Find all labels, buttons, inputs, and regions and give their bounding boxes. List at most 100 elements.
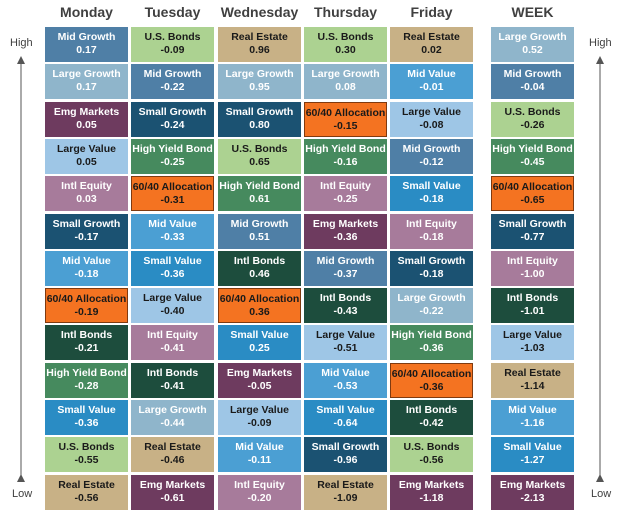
asset-cell: Large Value -0.09 — [218, 400, 301, 435]
asset-cell: Emg Markets -0.05 — [218, 362, 301, 398]
asset-name: Small Value — [316, 404, 375, 416]
asset-cell: Small Growth -0.96 — [304, 437, 387, 473]
asset-name: Small Value — [57, 404, 116, 416]
asset-cell: Intl Bonds -0.41 — [131, 362, 214, 398]
asset-return: -1.01 — [520, 305, 545, 318]
asset-name: Mid Growth — [402, 142, 461, 155]
asset-return: -0.41 — [160, 342, 185, 355]
asset-cell: Large Growth -0.22 — [390, 288, 473, 324]
asset-return: -0.11 — [247, 454, 272, 467]
asset-return: -0.41 — [160, 379, 185, 392]
asset-name: Intl Bonds — [319, 292, 372, 305]
asset-cell: Large Growth 0.95 — [218, 64, 301, 100]
asset-cell: 60/40 Allocation -0.15 — [304, 101, 387, 137]
asset-name: Intl Equity — [147, 329, 198, 342]
asset-cell: Small Value -0.18 — [390, 176, 473, 212]
asset-cell: High Yield Bond -0.28 — [45, 362, 128, 398]
asset-name: Mid Growth — [503, 68, 562, 81]
asset-name: Small Growth — [397, 254, 466, 267]
asset-return: -0.12 — [419, 155, 444, 168]
asset-name: Intl Equity — [234, 478, 285, 491]
asset-cell: Large Value -0.08 — [390, 101, 473, 137]
asset-name: Large Growth — [138, 404, 207, 416]
asset-name: Mid Growth — [143, 68, 202, 81]
asset-return: -0.18 — [419, 230, 444, 243]
asset-name: Mid Value — [407, 68, 456, 81]
asset-return: 0.36 — [249, 306, 270, 319]
asset-return: -0.09 — [247, 417, 272, 429]
asset-cell: Emg Markets -0.36 — [304, 213, 387, 249]
asset-name: 60/40 Allocation — [46, 293, 127, 306]
asset-cell: Small Growth -0.24 — [131, 101, 214, 137]
asset-cell: Intl Equity -0.20 — [218, 474, 301, 510]
asset-name: Real Estate — [403, 31, 460, 43]
asset-return: -0.33 — [160, 230, 185, 243]
asset-cell: Large Growth -0.44 — [131, 400, 214, 435]
high-label: High — [10, 37, 33, 49]
asset-cell: Intl Equity 0.03 — [45, 176, 128, 212]
column-header: Thursday — [313, 4, 377, 20]
asset-cell: Large Growth 0.17 — [45, 64, 128, 100]
asset-return: -0.25 — [160, 155, 185, 168]
asset-name: Emg Markets — [139, 478, 206, 491]
asset-cell: Intl Bonds -1.01 — [491, 288, 574, 324]
asset-cell: Intl Bonds -0.43 — [304, 288, 387, 324]
asset-cell: Emg Markets -1.18 — [390, 474, 473, 510]
asset-return: -0.51 — [333, 342, 358, 355]
asset-cell: Intl Bonds 0.46 — [218, 250, 301, 286]
asset-name: Emg Markets — [499, 478, 566, 491]
asset-name: 60/40 Allocation — [132, 181, 213, 194]
asset-return: 0.46 — [249, 267, 270, 280]
asset-return: -0.20 — [247, 491, 272, 504]
asset-name: High Yield Bond — [391, 329, 472, 342]
asset-name: Small Growth — [225, 105, 294, 118]
asset-cell: High Yield Bond -0.45 — [491, 138, 574, 174]
asset-return: -0.43 — [333, 305, 358, 318]
asset-return: -0.61 — [160, 491, 185, 504]
asset-return: -1.14 — [520, 379, 545, 392]
asset-return: -0.04 — [520, 81, 545, 94]
asset-name: Intl Bonds — [146, 366, 199, 379]
asset-return: -0.28 — [74, 379, 99, 392]
column-header: Monday — [60, 4, 113, 20]
asset-name: Large Growth — [397, 292, 466, 305]
asset-return: -0.17 — [74, 230, 99, 243]
asset-name: Mid Value — [148, 217, 197, 230]
asset-cell: Emg Markets -0.61 — [131, 474, 214, 510]
asset-return: -0.01 — [419, 81, 444, 94]
asset-cell: 60/40 Allocation -0.65 — [491, 176, 574, 212]
asset-name: Large Growth — [498, 31, 567, 43]
asset-return: 0.08 — [335, 81, 356, 94]
asset-return: -0.18 — [74, 267, 99, 280]
asset-name: Emg Markets — [226, 366, 293, 379]
asset-return: -0.96 — [333, 454, 358, 467]
asset-return: -0.08 — [419, 118, 444, 131]
asset-name: High Yield Bond — [132, 142, 213, 155]
asset-name: Emg Markets — [312, 217, 379, 230]
asset-return: -0.40 — [160, 305, 185, 318]
asset-return: -0.36 — [160, 267, 185, 280]
asset-cell: U.S. Bonds 0.30 — [304, 27, 387, 62]
asset-cell: Real Estate 0.96 — [218, 27, 301, 62]
low-label: Low — [591, 488, 612, 500]
asset-cell: High Yield Bond -0.25 — [131, 138, 214, 174]
asset-name: Intl Equity — [320, 180, 371, 193]
asset-return: -0.37 — [333, 267, 358, 280]
asset-cell: Emg Markets -2.13 — [491, 474, 574, 510]
asset-name: U.S. Bonds — [58, 441, 115, 454]
asset-name: 60/40 Allocation — [305, 106, 386, 119]
asset-return: 0.30 — [335, 44, 356, 56]
asset-name: Intl Equity — [61, 180, 112, 193]
asset-cell: U.S. Bonds -0.55 — [45, 437, 128, 473]
asset-name: Large Value — [57, 142, 116, 155]
column-header: Wednesday — [220, 4, 299, 20]
asset-name: Mid Value — [235, 441, 284, 454]
asset-name: Large Growth — [311, 68, 380, 81]
asset-return: -0.53 — [333, 379, 358, 392]
asset-name: Real Estate — [231, 31, 288, 43]
asset-name: Intl Bonds — [405, 404, 458, 416]
asset-cell: Mid Growth 0.17 — [45, 27, 128, 62]
asset-cell: Large Value -1.03 — [491, 325, 574, 361]
asset-name: High Yield Bond — [219, 180, 300, 193]
